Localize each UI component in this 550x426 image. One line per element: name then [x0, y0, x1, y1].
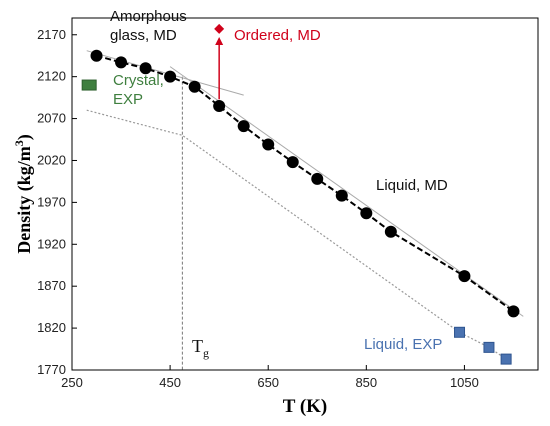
y-tick-label: 1920 — [37, 236, 66, 251]
md-point — [335, 189, 348, 202]
md-point — [384, 225, 397, 238]
y-axis-title: Density (kg/m3) — [12, 134, 35, 254]
y-axis-title-main: Density (kg/m — [14, 146, 35, 254]
x-tick-label: 1050 — [450, 375, 479, 390]
md-dashed-fit — [96, 54, 515, 313]
y-tick-label: 1770 — [37, 362, 66, 377]
label-amorphous-line1: Amorphous — [110, 8, 187, 25]
y-tick-label: 2070 — [37, 111, 66, 126]
glass-trend-line — [86, 50, 244, 96]
x-axis-title: T (K) — [283, 396, 328, 417]
md-point — [213, 100, 226, 112]
y-tick-label: 2170 — [37, 27, 66, 42]
label-liquid-exp: Liquid, EXP — [364, 336, 442, 353]
plot-area — [71, 17, 539, 371]
md-point — [164, 70, 177, 83]
liquid-exp-point — [454, 326, 466, 338]
md-point — [286, 156, 299, 169]
md-point — [458, 270, 471, 283]
y-axis-title-close: ) — [14, 134, 35, 140]
y-tick-label: 2020 — [37, 152, 66, 167]
x-tick-label: 450 — [159, 375, 181, 390]
md-point — [115, 56, 128, 69]
label-liquid-md: Liquid, MD — [376, 177, 448, 194]
md-point — [360, 207, 373, 220]
label-tg-main: T — [192, 336, 203, 356]
label-crystal-line2: EXP — [113, 91, 143, 108]
label-crystal-line1: Crystal, — [113, 72, 164, 89]
exp-dotted-line — [86, 109, 507, 360]
ordering-arrow-head — [215, 36, 224, 45]
liquid-exp-point — [500, 353, 512, 365]
y-tick-label: 2120 — [37, 69, 66, 84]
liquid-exp-point — [483, 341, 495, 353]
crystal-exp-point — [81, 79, 97, 91]
ticks-layer: 1770 1820 1870 1920 1970 2020 2070 2120 2170 250 4… — [37, 27, 479, 390]
label-tg: Tg — [192, 336, 209, 360]
md-point — [90, 49, 103, 62]
y-tick-label: 1970 — [37, 194, 66, 209]
y-tick-label: 1820 — [37, 320, 66, 335]
label-tg-sub: g — [203, 346, 209, 360]
md-point — [262, 138, 275, 151]
x-tick-label: 850 — [355, 375, 377, 390]
y-tick-label: 1870 — [37, 278, 66, 293]
x-tick-label: 650 — [257, 375, 279, 390]
ordered-point — [214, 23, 225, 34]
md-point — [507, 305, 520, 318]
md-point — [188, 80, 201, 93]
md-point — [139, 62, 152, 75]
y-axis-title-sup: 3 — [12, 140, 26, 146]
label-ordered: Ordered, MD — [234, 27, 321, 44]
x-tick-label: 250 — [61, 375, 83, 390]
md-point — [237, 120, 250, 133]
label-amorphous-line2: glass, MD — [110, 27, 177, 44]
points-layer — [81, 23, 520, 365]
md-point — [311, 172, 324, 185]
